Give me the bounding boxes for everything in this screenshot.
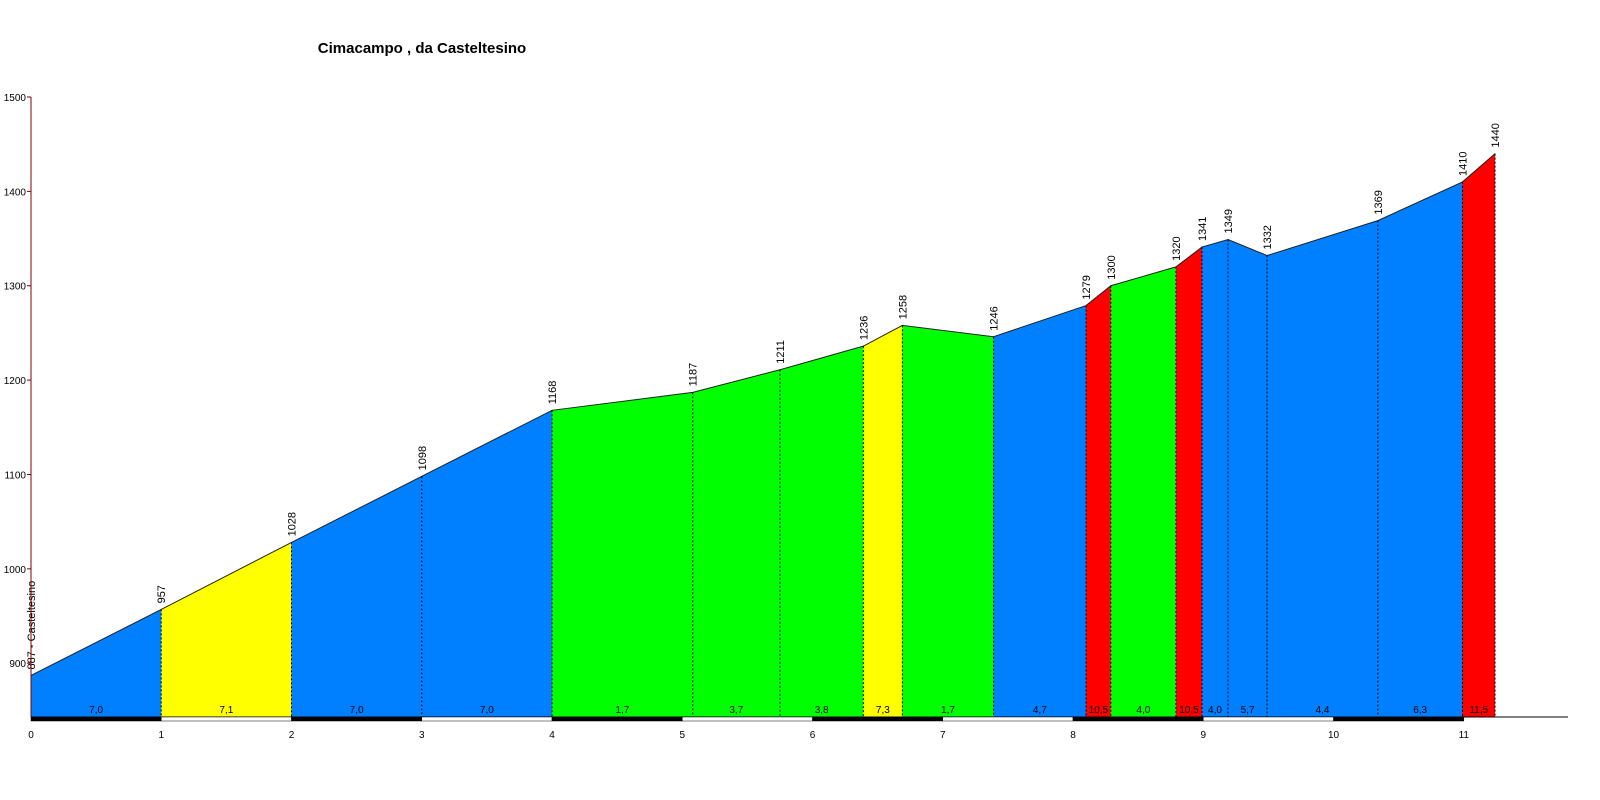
km-strip <box>161 716 292 722</box>
gradient-label: 7,1 <box>219 705 233 716</box>
km-strip <box>30 716 162 722</box>
elevation-label: 887 - Casteltesino <box>26 581 38 670</box>
gradient-label: 7,3 <box>876 705 890 716</box>
elevation-label: 1341 <box>1197 217 1209 241</box>
km-strip <box>1072 716 1204 722</box>
gradient-label: 4,0 <box>1136 705 1150 716</box>
segment <box>291 476 422 717</box>
segment <box>779 346 864 717</box>
x-tick-label: 3 <box>419 730 425 741</box>
segment <box>161 542 292 717</box>
x-tick-label: 8 <box>1070 730 1076 741</box>
gradient-label: 4,0 <box>1208 705 1222 716</box>
segment <box>421 410 553 717</box>
km-strip <box>1203 716 1334 722</box>
x-tick-label: 10 <box>1328 730 1340 741</box>
elevation-label: 1187 <box>688 363 700 387</box>
segment <box>1377 181 1463 717</box>
gradient-label: 1,7 <box>615 705 629 716</box>
segment <box>1462 153 1496 718</box>
gradient-label: 4,7 <box>1033 705 1047 716</box>
elevation-label: 1236 <box>858 316 870 340</box>
chart-title: Cimacampo , da Casteltesino <box>318 40 526 57</box>
gradient-label: 10,5 <box>1089 705 1109 716</box>
segment <box>1086 285 1111 717</box>
gradient-label: 3,8 <box>815 705 829 716</box>
segment <box>1110 266 1176 717</box>
gradient-label: 7,0 <box>480 705 494 716</box>
elevation-label: 1349 <box>1223 209 1235 233</box>
elevation-label: 1168 <box>547 381 559 405</box>
km-strip <box>812 716 944 722</box>
segment <box>993 305 1087 717</box>
elevation-label: 1258 <box>897 295 909 319</box>
elevation-label: 1246 <box>989 306 1001 330</box>
y-tick-label: 900 <box>9 659 26 670</box>
x-tick-label: 0 <box>28 730 34 741</box>
segment <box>863 325 903 717</box>
x-tick-label: 1 <box>158 730 164 741</box>
km-strip <box>551 716 683 722</box>
gradient-label: 7,0 <box>350 705 364 716</box>
segment <box>1175 247 1202 718</box>
y-tick-label: 1500 <box>4 93 27 104</box>
km-strip <box>682 716 813 722</box>
y-tick-label: 1200 <box>4 376 27 387</box>
segment <box>1201 239 1229 717</box>
segment <box>552 392 693 717</box>
y-tick-label: 1300 <box>4 282 27 293</box>
segment <box>1228 239 1268 717</box>
gradient-label: 6,3 <box>1413 705 1427 716</box>
km-strip <box>291 716 423 722</box>
gradient-label: 7,0 <box>89 705 103 716</box>
km-strip <box>1333 716 1465 722</box>
elevation-label: 1369 <box>1373 190 1385 214</box>
gradient-label: 4,4 <box>1316 705 1330 716</box>
elevation-label: 1410 <box>1457 151 1469 175</box>
gradient-label: 5,7 <box>1241 705 1255 716</box>
elevation-label: 1279 <box>1081 275 1093 299</box>
x-tick-label: 2 <box>289 730 295 741</box>
x-tick-label: 5 <box>679 730 685 741</box>
segment <box>902 325 994 717</box>
elevation-label: 1440 <box>1490 123 1502 147</box>
x-tick-label: 9 <box>1201 730 1207 741</box>
x-tick-label: 4 <box>549 730 555 741</box>
gradient-label: 1,7 <box>941 705 955 716</box>
x-tick-label: 7 <box>940 730 946 741</box>
y-tick-label: 1100 <box>4 470 26 481</box>
segment <box>31 609 162 717</box>
x-tick-label: 6 <box>810 730 816 741</box>
elevation-label: 957 <box>156 585 168 603</box>
segment <box>692 369 780 717</box>
y-tick-label: 1000 <box>4 565 27 576</box>
gradient-label: 11,5 <box>1469 705 1488 716</box>
x-tick-label: 11 <box>1459 730 1470 741</box>
elevation-label: 1332 <box>1262 225 1274 249</box>
elevation-label: 1098 <box>417 446 429 470</box>
gradient-label: 3,7 <box>729 705 743 716</box>
km-strip <box>421 716 553 722</box>
segment <box>1267 220 1378 717</box>
elevation-label: 1211 <box>775 340 787 364</box>
km-strip <box>942 716 1074 722</box>
gradient-label: 10,5 <box>1179 705 1199 716</box>
elevation-label: 1320 <box>1171 236 1183 260</box>
elevation-label: 1300 <box>1106 255 1118 279</box>
elevation-label: 1028 <box>287 512 299 536</box>
y-tick-label: 1400 <box>4 187 27 198</box>
